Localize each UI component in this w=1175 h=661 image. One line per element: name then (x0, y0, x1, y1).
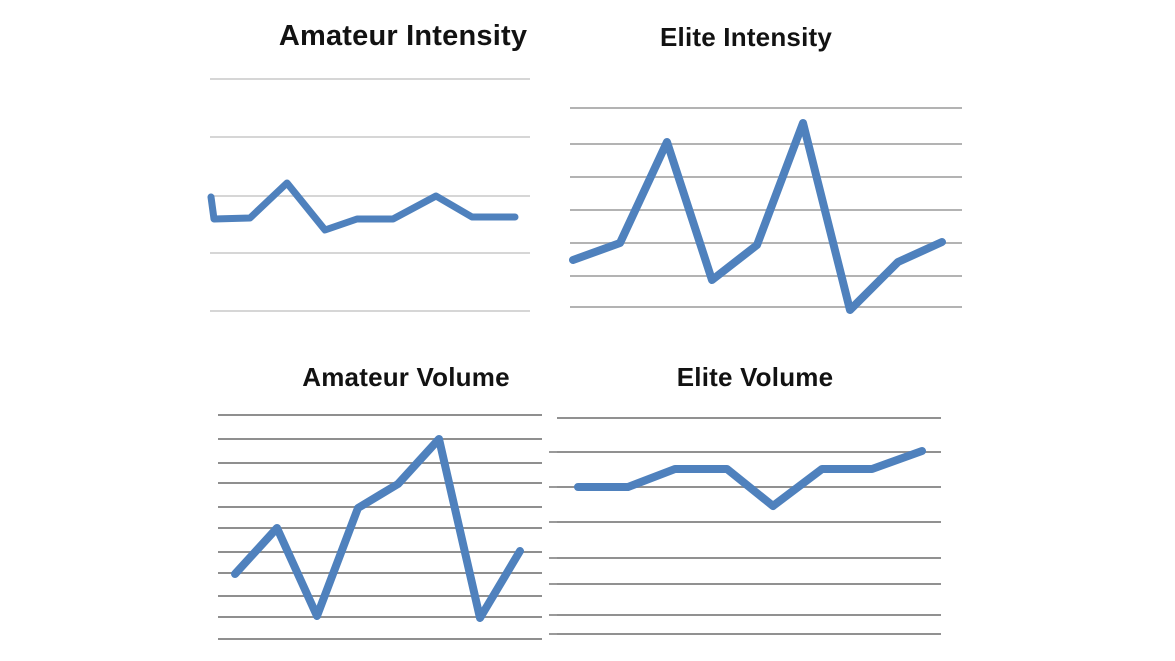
chart-title-elite-intensity: Elite Intensity (659, 22, 833, 52)
elite-volume-chart (549, 417, 941, 635)
elite-intensity-chart (569, 107, 962, 314)
data-series-line (569, 119, 946, 314)
data-series-line (231, 435, 524, 622)
data-series-line (574, 447, 926, 510)
chart-title-amateur-intensity: Amateur Intensity (278, 20, 528, 52)
amateur-volume-chart (218, 414, 542, 640)
data-series-line (207, 179, 519, 234)
amateur-intensity-chart (207, 78, 530, 312)
chart-title-amateur-volume: Amateur Volume (302, 362, 510, 392)
chart-title-elite-volume: Elite Volume (676, 362, 834, 392)
